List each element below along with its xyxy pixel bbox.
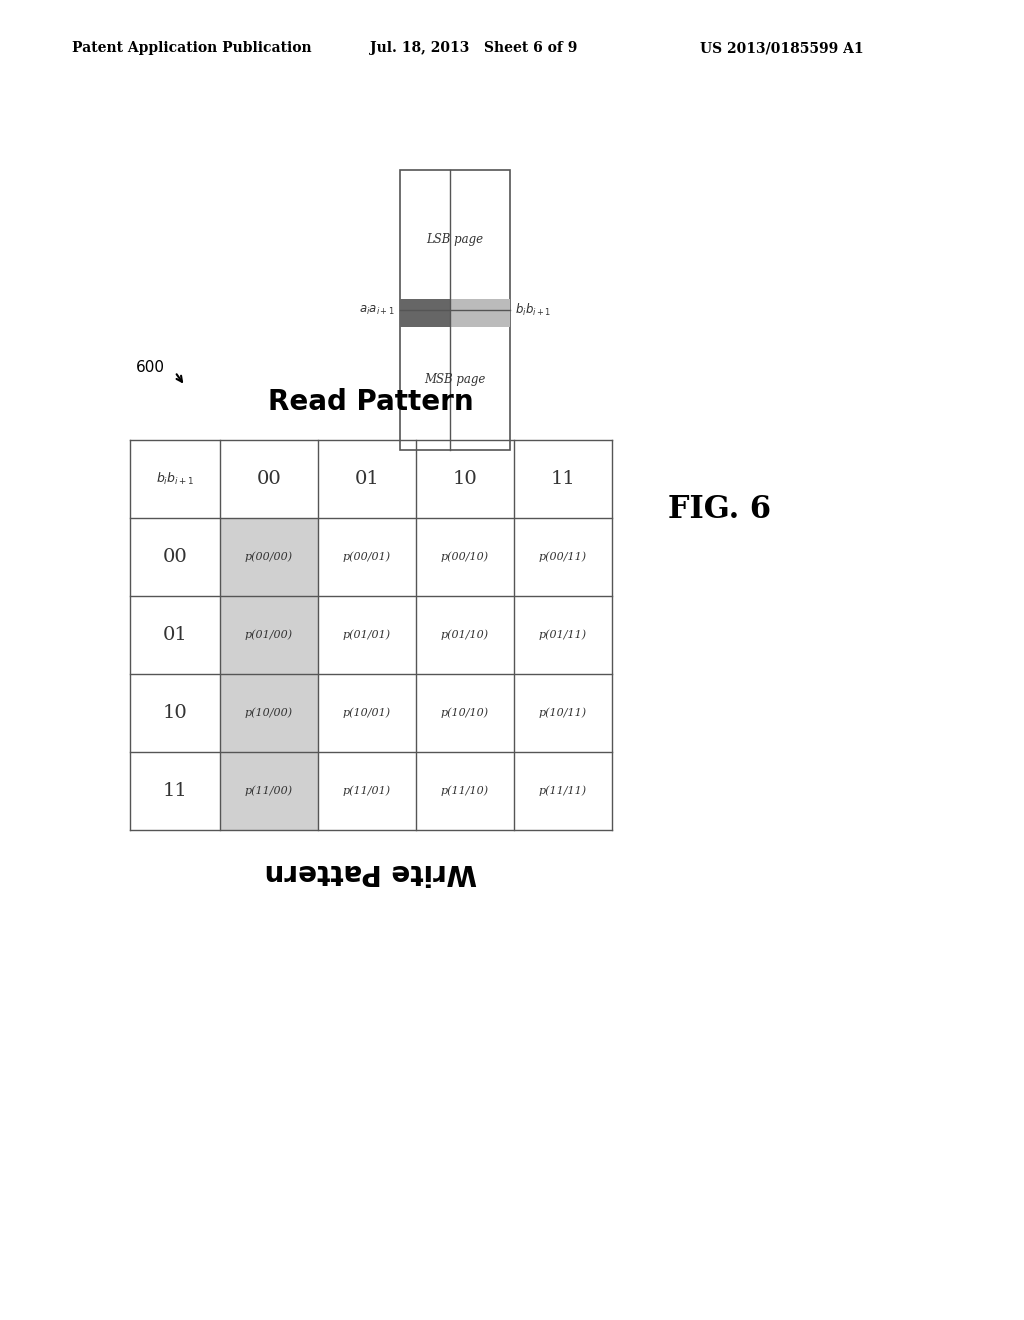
Text: p(11/11): p(11/11) bbox=[539, 785, 587, 796]
Text: p(10/01): p(10/01) bbox=[343, 708, 391, 718]
Text: 10: 10 bbox=[453, 470, 477, 488]
Text: p(00/10): p(00/10) bbox=[441, 552, 489, 562]
Text: p(01/00): p(01/00) bbox=[245, 630, 293, 640]
Text: 00: 00 bbox=[163, 548, 187, 566]
Text: p(01/01): p(01/01) bbox=[343, 630, 391, 640]
Text: p(01/10): p(01/10) bbox=[441, 630, 489, 640]
Text: FIG. 6: FIG. 6 bbox=[669, 495, 771, 525]
Text: $b_i b_{i+1}$: $b_i b_{i+1}$ bbox=[515, 302, 551, 318]
Text: Write Pattern: Write Pattern bbox=[265, 858, 477, 886]
Bar bbox=[220, 517, 318, 597]
Text: p(11/10): p(11/10) bbox=[441, 785, 489, 796]
Text: p(01/11): p(01/11) bbox=[539, 630, 587, 640]
Text: p(10/00): p(10/00) bbox=[245, 708, 293, 718]
Text: $b_i b_{i+1}$: $b_i b_{i+1}$ bbox=[156, 471, 195, 487]
Text: Jul. 18, 2013   Sheet 6 of 9: Jul. 18, 2013 Sheet 6 of 9 bbox=[370, 41, 578, 55]
Bar bbox=[400, 298, 450, 310]
Text: MSB page: MSB page bbox=[424, 374, 485, 387]
Bar bbox=[400, 170, 510, 450]
Text: Read Pattern: Read Pattern bbox=[268, 388, 474, 416]
Text: p(00/11): p(00/11) bbox=[539, 552, 587, 562]
Text: US 2013/0185599 A1: US 2013/0185599 A1 bbox=[700, 41, 863, 55]
Text: 00: 00 bbox=[257, 470, 282, 488]
Bar bbox=[220, 675, 318, 752]
Text: p(00/00): p(00/00) bbox=[245, 552, 293, 562]
Text: 11: 11 bbox=[551, 470, 575, 488]
Text: p(10/10): p(10/10) bbox=[441, 708, 489, 718]
Text: p(11/00): p(11/00) bbox=[245, 785, 293, 796]
Text: $a_i a_{i+1}$: $a_i a_{i+1}$ bbox=[359, 304, 395, 317]
Bar bbox=[450, 298, 510, 310]
Text: p(00/01): p(00/01) bbox=[343, 552, 391, 562]
Bar bbox=[450, 310, 510, 327]
Text: 11: 11 bbox=[163, 781, 187, 800]
Text: p(11/01): p(11/01) bbox=[343, 785, 391, 796]
Bar bbox=[220, 752, 318, 830]
Bar bbox=[400, 310, 450, 327]
Text: LSB page: LSB page bbox=[426, 234, 483, 247]
Text: 10: 10 bbox=[163, 704, 187, 722]
Text: Patent Application Publication: Patent Application Publication bbox=[72, 41, 311, 55]
Text: p(10/11): p(10/11) bbox=[539, 708, 587, 718]
Text: 600: 600 bbox=[136, 360, 165, 375]
Text: 01: 01 bbox=[354, 470, 379, 488]
Bar bbox=[220, 597, 318, 675]
Text: 01: 01 bbox=[163, 626, 187, 644]
